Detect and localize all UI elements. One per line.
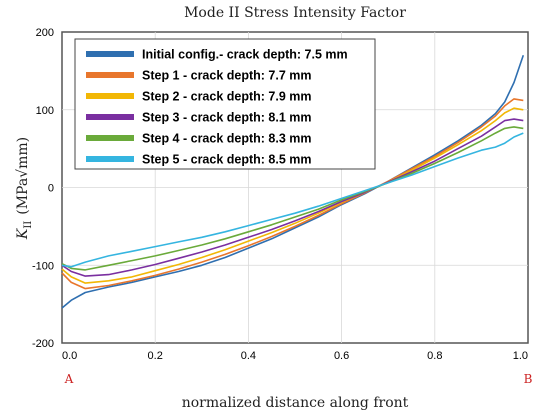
y-tick-label: -100 <box>32 260 54 272</box>
legend-label: Step 2 - crack depth: 7.9 mm <box>142 90 312 104</box>
x-axis-label: normalized distance along front <box>182 395 409 411</box>
legend-label: Step 3 - crack depth: 8.1 mm <box>142 111 312 125</box>
series-line-3 <box>61 118 524 277</box>
chart-title: Mode II Stress Intensity Factor <box>184 5 406 21</box>
series-lines <box>61 55 525 309</box>
legend-box <box>74 38 376 170</box>
legend-label: Step 1 - crack depth: 7.7 mm <box>142 69 312 83</box>
x-tick-label: 0.4 <box>241 350 256 362</box>
end-label-b: B <box>524 372 533 386</box>
series-line-2 <box>61 107 524 284</box>
x-tick-label: 0.8 <box>427 350 442 362</box>
x-tick-label: 0.0 <box>62 350 77 362</box>
y-axis-label: KII (MPa√mm) <box>15 137 34 240</box>
end-label-a: A <box>64 372 74 386</box>
x-tick-label: 0.6 <box>334 350 349 362</box>
y-tick-label: -200 <box>32 338 54 350</box>
x-tick-label: 1.0 <box>513 350 528 362</box>
series-line-0 <box>61 55 525 309</box>
tick-labels: 0.0 0.2 0.4 0.6 0.8 1.0 200 100 0 -100 -200 <box>32 27 528 362</box>
y-axis-label-units: (MPa√mm) <box>15 137 31 215</box>
legend-items: Initial config.- crack depth: 7.5 mm Step… <box>86 48 348 167</box>
legend: Initial config.- crack depth: 7.5 mm Step… <box>74 38 376 170</box>
series-line-5 <box>61 132 524 268</box>
y-axis-label-sub: II <box>23 221 34 229</box>
legend-label: Initial config.- crack depth: 7.5 mm <box>142 48 348 62</box>
legend-label: Step 4 - crack depth: 8.3 mm <box>142 132 312 146</box>
y-axis-label-base: K <box>15 227 31 240</box>
series-line-4 <box>61 126 524 271</box>
series-line-1 <box>61 98 524 290</box>
legend-label: Step 5 - crack depth: 8.5 mm <box>142 153 312 167</box>
y-tick-label: 100 <box>36 105 54 117</box>
x-tick-label: 0.2 <box>148 350 163 362</box>
y-tick-label: 0 <box>48 183 54 195</box>
y-tick-label: 200 <box>36 27 54 39</box>
